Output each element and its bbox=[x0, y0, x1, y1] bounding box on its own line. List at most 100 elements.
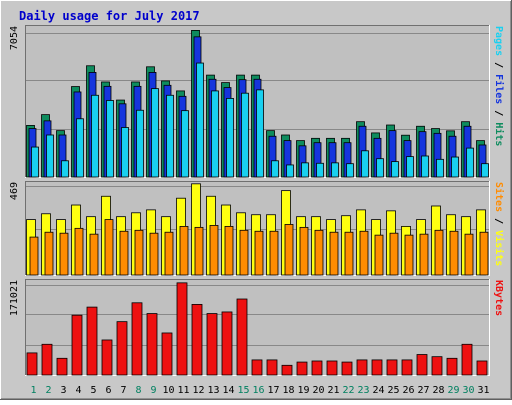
bottom-panel: 171021 KBytes bbox=[9, 279, 504, 376]
x-tick-label: 28 bbox=[432, 385, 444, 396]
legend-entry: / bbox=[493, 56, 504, 74]
sites-bar bbox=[389, 232, 399, 276]
sites-bar bbox=[44, 231, 54, 276]
kbytes-bar bbox=[326, 360, 338, 376]
legend-entry: Hits bbox=[493, 122, 505, 146]
x-tick-label: 30 bbox=[462, 385, 474, 396]
pages-bar bbox=[331, 162, 339, 178]
x-tick-label: 21 bbox=[327, 385, 339, 396]
middle-ymax-label: 469 bbox=[9, 182, 20, 200]
pages-bar bbox=[241, 92, 249, 178]
kbytes-bar bbox=[416, 354, 428, 376]
x-tick-label: 25 bbox=[387, 385, 399, 396]
sites-bar bbox=[479, 231, 489, 276]
sites-bar bbox=[299, 226, 309, 276]
sites-bar bbox=[59, 232, 69, 276]
sites-bar bbox=[434, 229, 444, 276]
x-tick-label: 24 bbox=[372, 385, 384, 396]
kbytes-bar bbox=[296, 361, 308, 376]
kbytes-bar bbox=[71, 314, 83, 376]
x-tick-label: 29 bbox=[447, 385, 459, 396]
kbytes-bar bbox=[476, 360, 488, 376]
x-tick-label: 12 bbox=[192, 385, 204, 396]
pages-bar bbox=[466, 147, 474, 178]
kbytes-bar bbox=[431, 356, 443, 376]
legend-entry: KBytes bbox=[493, 280, 504, 316]
kbytes-bar bbox=[56, 357, 68, 376]
sites-bar bbox=[329, 231, 339, 276]
legend-entry: Pages bbox=[493, 26, 504, 56]
kbytes-bar bbox=[221, 311, 233, 376]
legend-entry: Sites bbox=[493, 182, 505, 212]
kbytes-bar bbox=[446, 357, 458, 376]
sites-bar bbox=[224, 225, 234, 276]
x-tick-label: 31 bbox=[477, 385, 489, 396]
kbytes-bar bbox=[101, 339, 113, 376]
x-tick-label: 7 bbox=[120, 385, 126, 396]
chart-panels: 7054 Pages / Files / Hits 469 Sites / Visit… bbox=[9, 25, 505, 376]
x-tick-label: 13 bbox=[207, 385, 219, 396]
pages-bar bbox=[211, 90, 219, 178]
pages-bar bbox=[226, 97, 234, 178]
sites-bar bbox=[284, 224, 294, 276]
sites-bar bbox=[119, 230, 129, 276]
pages-bar bbox=[166, 94, 174, 178]
x-tick-label: 2 bbox=[45, 385, 51, 396]
kbytes-bar bbox=[251, 359, 263, 376]
x-tick-label: 17 bbox=[267, 385, 279, 396]
sites-bar bbox=[194, 226, 204, 276]
x-tick-label: 18 bbox=[282, 385, 294, 396]
pages-bar bbox=[481, 163, 489, 178]
sites-bar bbox=[74, 227, 84, 276]
x-tick-label: 1 bbox=[30, 385, 36, 396]
pages-bar bbox=[196, 62, 204, 178]
kbytes-bar bbox=[236, 298, 248, 376]
sites-bar bbox=[464, 233, 474, 276]
pages-bar bbox=[406, 156, 414, 178]
kbytes-bar bbox=[191, 304, 203, 376]
x-tick-label: 23 bbox=[357, 385, 369, 396]
legend-entry: Visits bbox=[493, 230, 505, 266]
x-tick-label: 15 bbox=[237, 385, 249, 396]
kbytes-bar bbox=[206, 313, 218, 376]
pages-bar bbox=[421, 155, 429, 178]
x-tick-label: 19 bbox=[297, 385, 309, 396]
kbytes-bar bbox=[26, 352, 38, 376]
x-tick-label: 6 bbox=[105, 385, 111, 396]
pages-bar bbox=[61, 160, 69, 178]
pages-bar bbox=[391, 161, 399, 178]
sites-bar bbox=[149, 232, 159, 276]
legend-entry: Files bbox=[493, 74, 505, 104]
sites-bar bbox=[449, 230, 459, 276]
sites-bar bbox=[374, 234, 384, 276]
pages-bar bbox=[286, 164, 294, 178]
sites-bar bbox=[179, 225, 189, 276]
kbytes-bar bbox=[371, 359, 383, 376]
kbytes-bar bbox=[401, 359, 413, 376]
x-tick-label: 26 bbox=[402, 385, 414, 396]
pages-bar bbox=[181, 110, 189, 178]
x-tick-label: 9 bbox=[150, 385, 156, 396]
kbytes-bar bbox=[266, 359, 278, 376]
pages-bar bbox=[136, 109, 144, 178]
top-panel: 7054 Pages / Files / Hits bbox=[9, 25, 505, 178]
pages-bar bbox=[46, 134, 54, 178]
pages-bar bbox=[361, 150, 369, 178]
sites-bar bbox=[344, 231, 354, 276]
kbytes-bar bbox=[116, 321, 128, 376]
middle-series-legend: Sites / Visits bbox=[493, 182, 505, 266]
top-series-legend: Pages / Files / Hits bbox=[493, 26, 505, 146]
sites-bar bbox=[419, 233, 429, 276]
x-tick-label: 27 bbox=[417, 385, 429, 396]
sites-bar bbox=[209, 225, 219, 276]
pages-bar bbox=[316, 162, 324, 178]
sites-bar bbox=[359, 230, 369, 276]
x-tick-label: 10 bbox=[162, 385, 174, 396]
sites-bar bbox=[254, 230, 264, 276]
pages-bar bbox=[121, 127, 129, 178]
chart-title: Daily usage for July 2017 bbox=[19, 9, 200, 23]
pages-bar bbox=[436, 158, 444, 178]
pages-bar bbox=[271, 160, 279, 178]
sites-bar bbox=[104, 219, 114, 276]
